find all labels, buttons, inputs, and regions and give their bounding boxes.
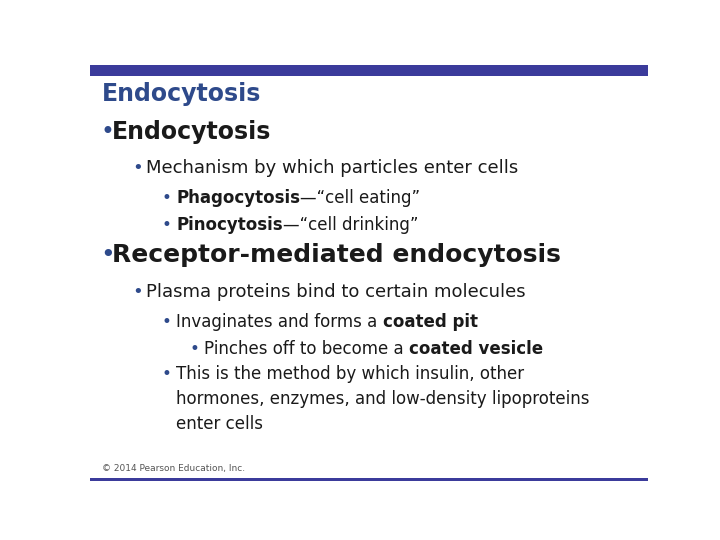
Text: Invaginates and forms a: Invaginates and forms a xyxy=(176,313,383,330)
Text: •: • xyxy=(132,282,143,301)
Text: Pinches off to become a: Pinches off to become a xyxy=(204,340,409,357)
Text: •: • xyxy=(161,313,171,330)
Text: coated vesicle: coated vesicle xyxy=(409,340,544,357)
Text: •: • xyxy=(189,340,199,357)
Text: © 2014 Pearson Education, Inc.: © 2014 Pearson Education, Inc. xyxy=(102,464,246,473)
Bar xyxy=(90,478,648,481)
Text: •: • xyxy=(161,216,171,234)
Text: Pinocytosis: Pinocytosis xyxy=(176,216,283,234)
Text: •: • xyxy=(100,243,114,267)
Text: Endocytosis: Endocytosis xyxy=(102,82,261,106)
Text: This is the method by which insulin, other
hormones, enzymes, and low-density li: This is the method by which insulin, oth… xyxy=(176,366,590,434)
Text: •: • xyxy=(161,189,171,207)
Text: •: • xyxy=(132,159,143,177)
Text: Plasma proteins bind to certain molecules: Plasma proteins bind to certain molecule… xyxy=(145,282,526,301)
Text: Receptor-mediated endocytosis: Receptor-mediated endocytosis xyxy=(112,243,561,267)
Text: Endocytosis: Endocytosis xyxy=(112,120,271,144)
Text: •: • xyxy=(100,120,114,144)
Text: •: • xyxy=(161,366,171,383)
Bar xyxy=(90,65,648,77)
Text: coated pit: coated pit xyxy=(383,313,478,330)
Text: —“cell drinking”: —“cell drinking” xyxy=(283,216,418,234)
Text: Phagocytosis: Phagocytosis xyxy=(176,189,300,207)
Text: —“cell eating”: —“cell eating” xyxy=(300,189,420,207)
Text: Mechanism by which particles enter cells: Mechanism by which particles enter cells xyxy=(145,159,518,177)
